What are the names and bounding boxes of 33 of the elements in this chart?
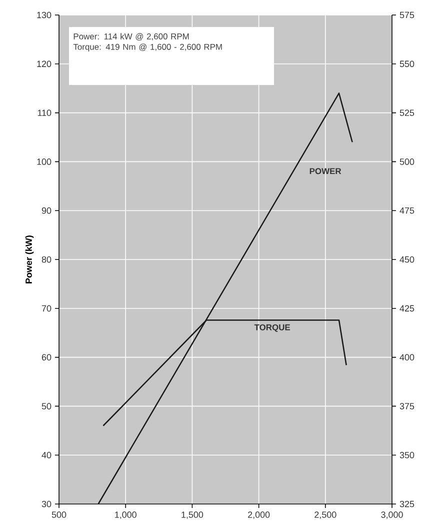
y-tick-label: 90 <box>42 207 52 214</box>
y2-tick-label: 350 <box>400 452 414 458</box>
y-tick-label: 40 <box>42 452 52 458</box>
y-tick-label: 80 <box>42 256 52 263</box>
y-tick-label: 100 <box>37 158 52 165</box>
x-tick-label: 3,000 <box>381 512 403 519</box>
annotation: Torque: 419 Nm @ 1,600 - 2,600 RPM <box>73 44 222 52</box>
y-tick-label: 30 <box>42 500 52 508</box>
y2-tick-label: 375 <box>400 403 414 410</box>
x-tick-label: 2,500 <box>314 512 336 519</box>
x-tick-label: 1,000 <box>115 512 136 519</box>
y-tick-label: 120 <box>37 60 52 68</box>
y2-tick-label: 475 <box>400 207 414 214</box>
y-tick-label: 70 <box>42 305 52 312</box>
x-tick-label: 500 <box>52 512 66 518</box>
y2-tick-label: 450 <box>400 256 414 263</box>
x-tick-label: 1,500 <box>182 512 204 519</box>
y2-tick-label: 425 <box>400 305 414 312</box>
y2-tick-label: 325 <box>400 500 414 508</box>
y-tick-label: 60 <box>42 354 52 360</box>
y2-tick-label: 575 <box>400 12 414 18</box>
y-axis-title: Power (kW) <box>25 236 34 284</box>
series-label: TORQUE <box>254 324 290 332</box>
y2-tick-label: 400 <box>400 354 414 360</box>
y2-tick-label: 550 <box>400 60 414 68</box>
series-label: POWER <box>310 168 342 174</box>
y-tick-label: 110 <box>38 110 52 116</box>
x-tick-label: 2,000 <box>248 512 270 519</box>
y-tick-label: 130 <box>37 12 52 18</box>
annotation: Power: 114 kW @ 2,600 RPM <box>74 33 189 40</box>
y2-tick-label: 500 <box>400 158 414 165</box>
y2-tick-label: 525 <box>400 110 414 116</box>
y-tick-label: 50 <box>42 403 52 410</box>
